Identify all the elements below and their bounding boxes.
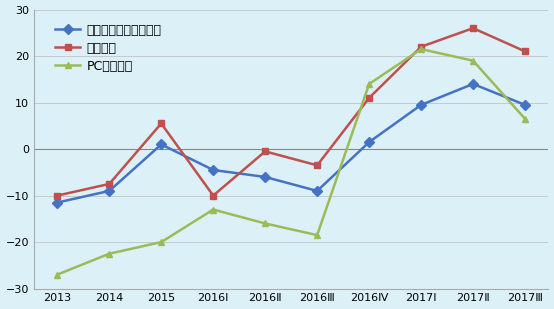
PC関連製品 xyxy=(470,59,476,62)
エレクトロニクス合計 xyxy=(366,140,372,144)
集積回路 xyxy=(262,150,269,153)
集積回路 xyxy=(470,26,476,30)
エレクトロニクス合計 xyxy=(522,103,529,107)
エレクトロニクス合計 xyxy=(314,189,321,193)
PC関連製品 xyxy=(54,273,60,277)
集積回路 xyxy=(210,194,217,197)
集積回路 xyxy=(522,49,529,53)
PC関連製品 xyxy=(418,47,424,51)
エレクトロニクス合計 xyxy=(418,103,424,107)
集積回路 xyxy=(314,163,321,167)
エレクトロニクス合計 xyxy=(470,82,476,86)
PC関連製品 xyxy=(210,208,217,211)
エレクトロニクス合計 xyxy=(210,168,217,172)
集積回路 xyxy=(106,182,112,186)
集積回路 xyxy=(54,194,60,197)
PC関連製品 xyxy=(158,240,165,244)
PC関連製品 xyxy=(366,82,372,86)
エレクトロニクス合計 xyxy=(262,175,269,179)
Line: PC関連製品: PC関連製品 xyxy=(54,46,529,278)
PC関連製品 xyxy=(106,252,112,256)
集積回路 xyxy=(418,45,424,49)
Line: 集積回路: 集積回路 xyxy=(54,25,529,199)
集積回路 xyxy=(366,96,372,100)
Line: エレクトロニクス合計: エレクトロニクス合計 xyxy=(54,80,529,206)
PC関連製品 xyxy=(522,117,529,121)
集積回路 xyxy=(158,122,165,125)
エレクトロニクス合計 xyxy=(54,201,60,205)
エレクトロニクス合計 xyxy=(158,142,165,146)
PC関連製品 xyxy=(262,222,269,225)
エレクトロニクス合計 xyxy=(106,189,112,193)
Legend: エレクトロニクス合計, 集積回路, PC関連製品: エレクトロニクス合計, 集積回路, PC関連製品 xyxy=(50,19,167,78)
PC関連製品 xyxy=(314,233,321,237)
